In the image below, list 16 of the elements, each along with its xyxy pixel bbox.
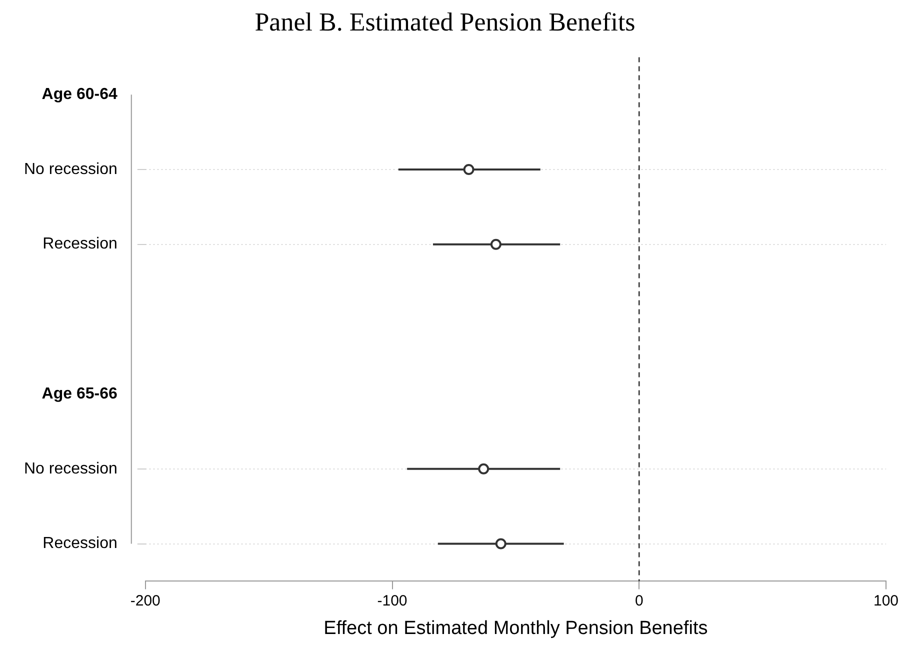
y-tick-label: Recession [42,535,118,552]
point [478,463,490,474]
y-tick-label: No recession [24,460,118,478]
y-tick-label: Recession [42,236,118,253]
point [495,538,506,550]
y-tick-label: Age 60-64 [42,86,118,104]
x-tick-label: -100 [377,592,408,610]
x-tick-label: -200 [130,592,160,610]
y-tick-label: Age 65-66 [42,385,118,402]
x-axis-title: Effect on Estimated Monthly Pension Benefits [324,618,708,639]
x-tick-label: 100 [873,592,899,610]
x-tick-label: 0 [634,592,644,610]
chart-title: Panel B. Estimated Pension Benefits [254,7,636,36]
point [463,164,474,175]
y-tick-label: No recession [24,160,118,178]
point [490,238,502,250]
